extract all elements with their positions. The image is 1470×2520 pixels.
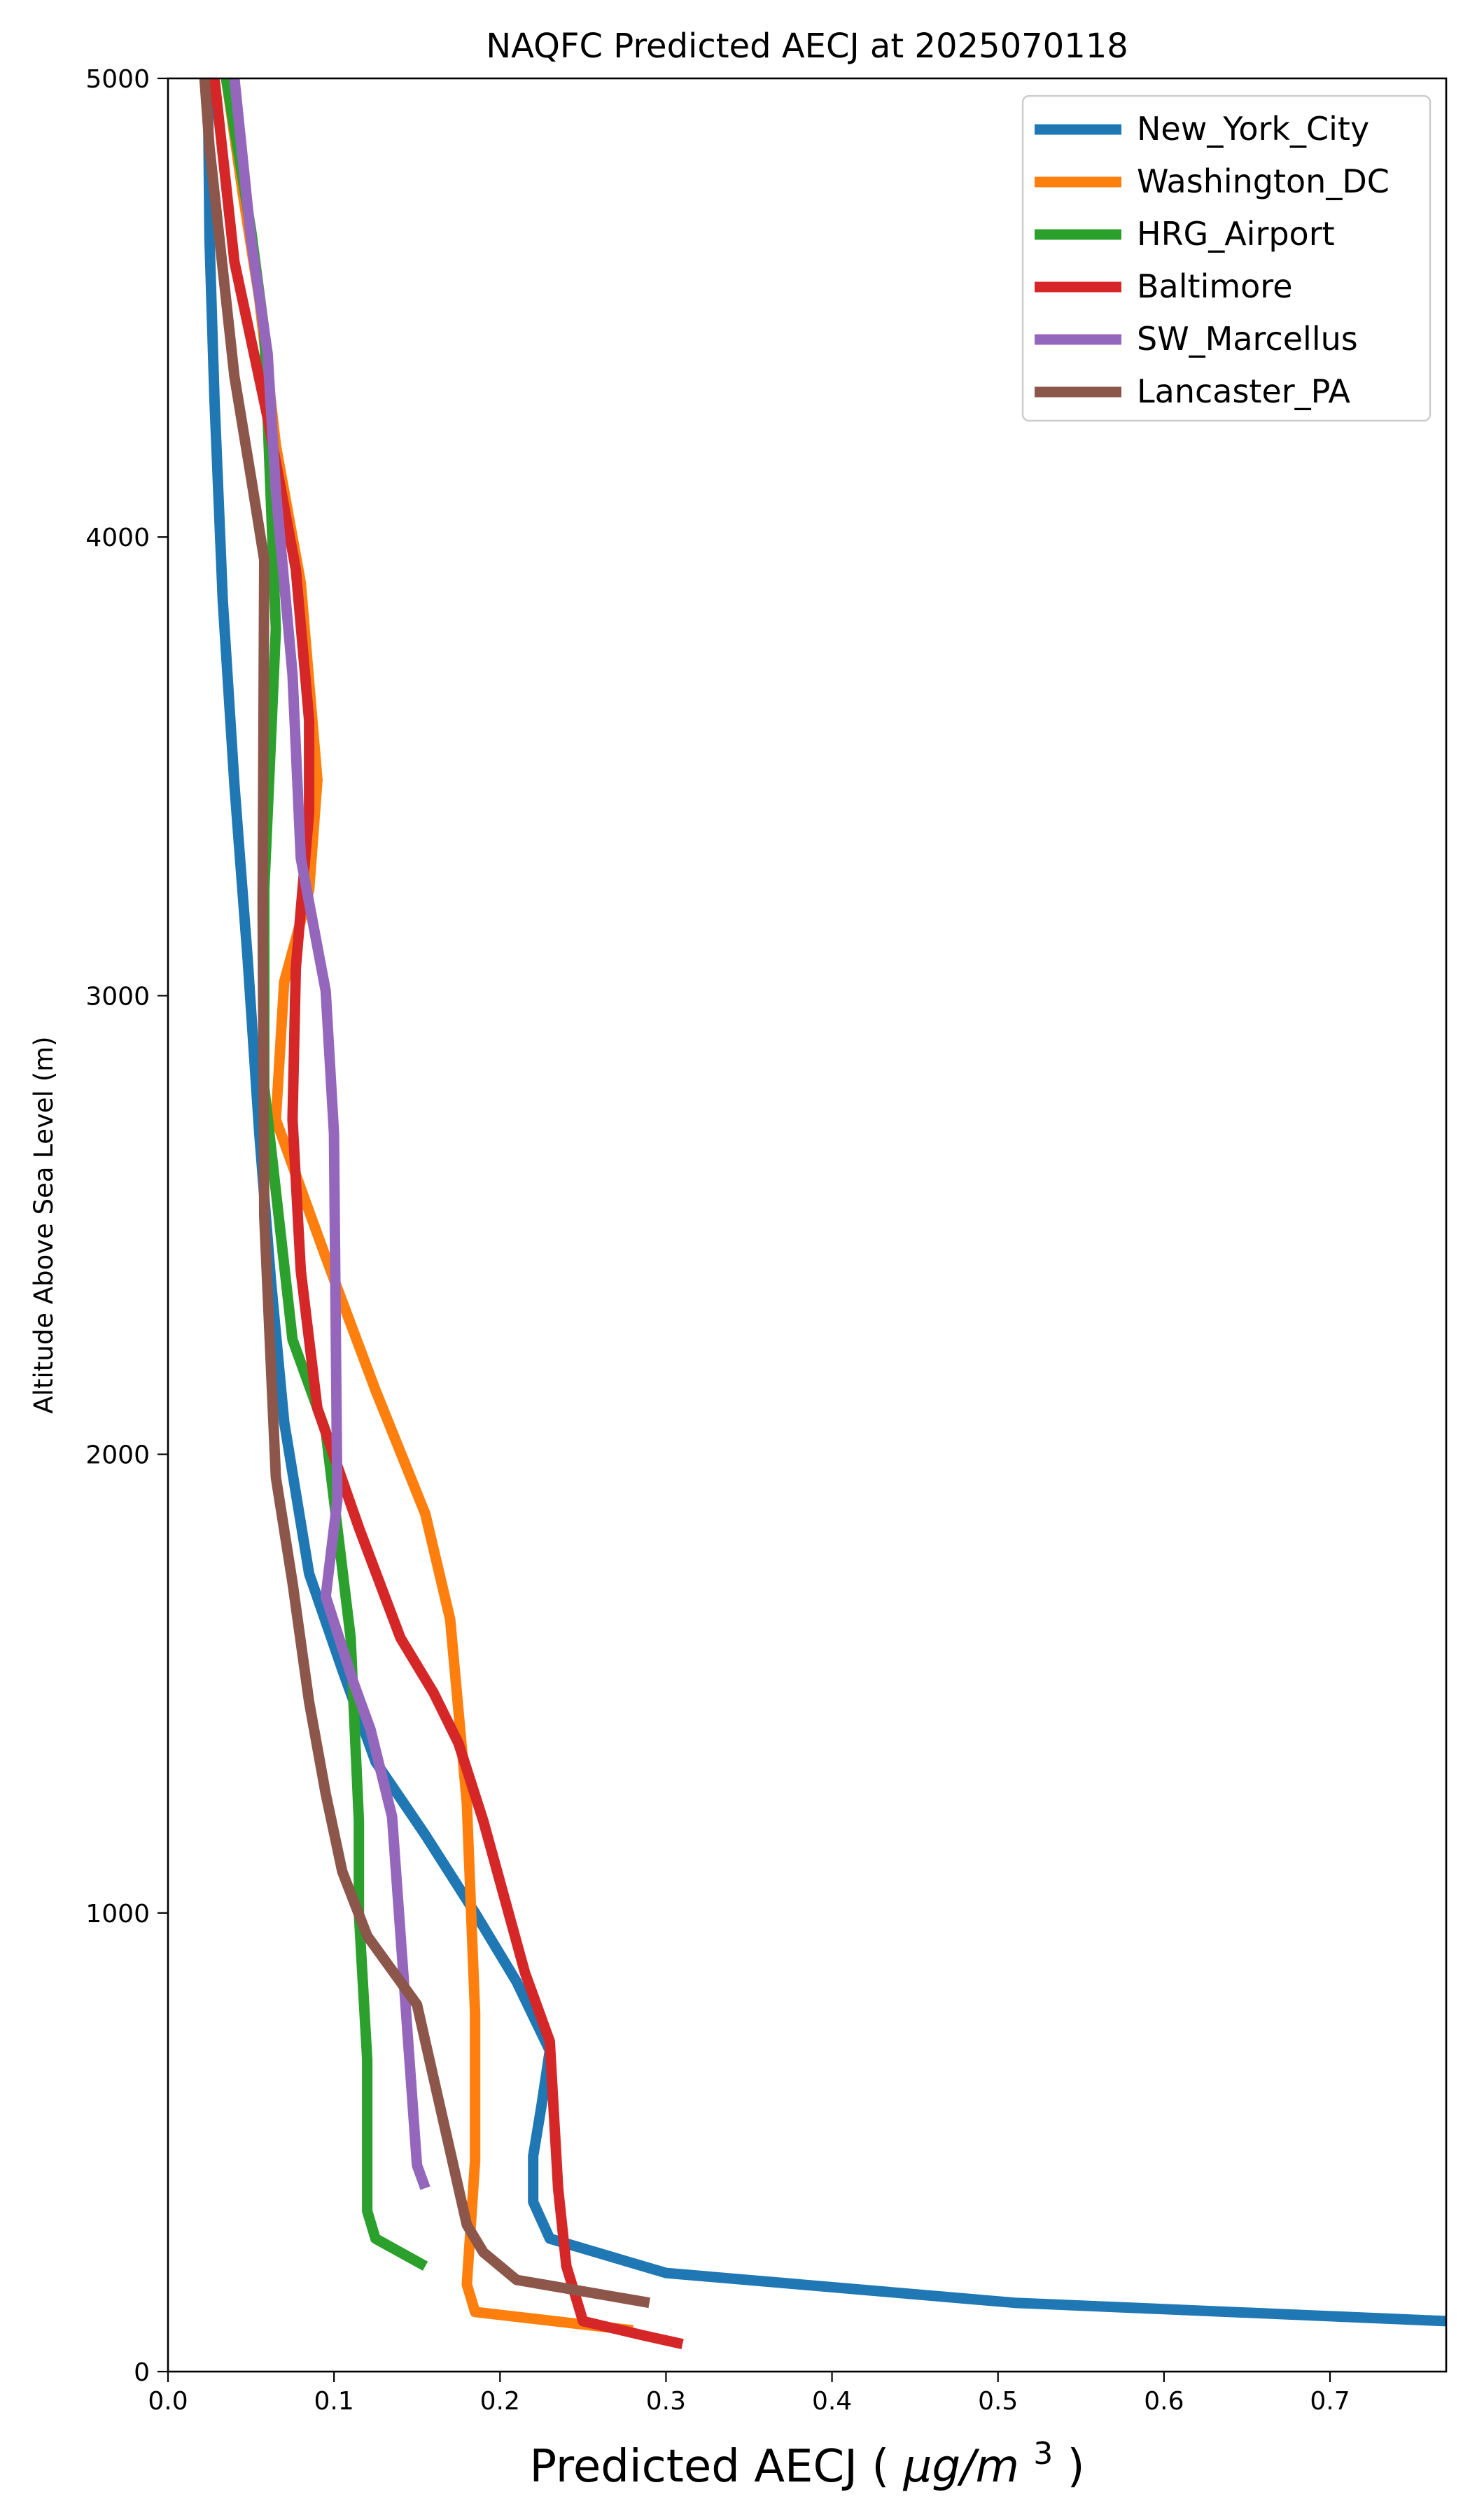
series-line-baltimore — [209, 78, 684, 2350]
legend-label: SW_Marcellus — [1137, 320, 1358, 358]
legend-label: New_York_City — [1137, 110, 1369, 148]
x-axis-label-text: Predicted AECJ — [529, 2441, 858, 2493]
series-line-lancaster-pa — [199, 78, 650, 2309]
x-tick-label: 0.7 — [1310, 2387, 1350, 2416]
axis-ticks: 0.0 0.1 0.2 0.3 0.4 0.5 0.6 0.7 0 1000 2000 3000 400… — [85, 65, 1350, 2416]
x-tick-label: 0.5 — [978, 2387, 1018, 2416]
y-tick-label: 3000 — [85, 982, 150, 1011]
y-tick-label: 5000 — [85, 65, 150, 94]
x-tick-label: 0.6 — [1144, 2387, 1184, 2416]
x-axis-label: Predicted AECJ ( μg/m 3 ) — [529, 2436, 1084, 2493]
legend-label: Baltimore — [1137, 267, 1293, 305]
x-tick-label: 0.0 — [148, 2387, 188, 2416]
x-axis-label-open-paren: ( — [872, 2441, 889, 2493]
y-tick-label: 2000 — [85, 1441, 150, 1470]
y-tick-label: 1000 — [85, 1900, 150, 1928]
legend-items: New_York_City Washington_DC HRG_Airport Bal… — [1035, 110, 1390, 410]
legend-label: HRG_Airport — [1137, 215, 1335, 253]
legend-box — [1021, 94, 1432, 422]
y-axis-label: Altitude Above Sea Level (m) — [29, 1036, 59, 1413]
x-axis-label-close-paren: ) — [1068, 2441, 1085, 2493]
x-tick-label: 0.4 — [812, 2387, 852, 2416]
series-line-sw-marcellus — [229, 78, 430, 2190]
x-tick-label: 0.2 — [480, 2387, 520, 2416]
legend-label: Washington_DC — [1137, 162, 1390, 200]
x-axis-label-unit-exponent: 3 — [1033, 2436, 1053, 2472]
y-tick-label: 0 — [134, 2358, 150, 2387]
x-tick-label: 0.3 — [646, 2387, 686, 2416]
y-tick-label: 4000 — [85, 524, 150, 552]
axes-frame — [167, 77, 1448, 2373]
plot-lines — [199, 78, 1446, 2350]
x-tick-label: 0.1 — [314, 2387, 354, 2416]
legend: New_York_City Washington_DC HRG_Airport Bal… — [1021, 94, 1432, 422]
x-axis-label-unit: μg/m — [903, 2441, 1019, 2493]
legend-label: Lancaster_PA — [1137, 372, 1350, 410]
chart-title: NAQFC Predicted AECJ at 2025070118 — [486, 27, 1128, 66]
